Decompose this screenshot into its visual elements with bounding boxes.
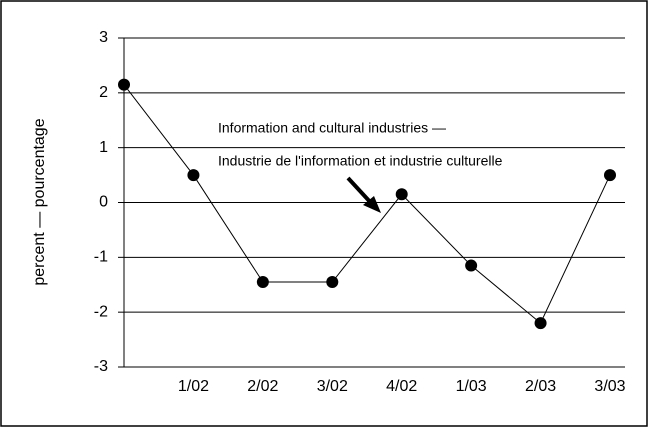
y-tick-label: -3 [94, 358, 108, 375]
annotation: Industrie de l'information et industrie … [218, 153, 503, 169]
x-tick-label: 3/03 [594, 378, 625, 395]
marker [187, 169, 200, 182]
marker [395, 188, 408, 201]
y-tick-label: 3 [99, 29, 108, 46]
y-tick-label: 2 [99, 84, 108, 101]
marker [534, 317, 547, 330]
marker [465, 259, 478, 272]
y-tick-label: 0 [99, 194, 108, 211]
line [123, 84, 611, 324]
marker [326, 276, 339, 289]
marker [256, 276, 269, 289]
x-tick-label: 4/02 [386, 378, 417, 395]
x-tick-label: 1/02 [178, 378, 209, 395]
arrow [346, 176, 374, 206]
x-tick-label: 1/03 [456, 378, 487, 395]
arrow-head [363, 196, 381, 213]
x-tick-label: 2/02 [247, 378, 278, 395]
marker [118, 78, 130, 91]
annotation: Information and cultural industries — [218, 120, 446, 136]
y-tick-label: -1 [94, 249, 108, 266]
x-tick-label: 2/03 [525, 378, 556, 395]
x-tick-label: 3/02 [317, 378, 348, 395]
y-tick-label: 1 [99, 139, 108, 156]
marker [604, 169, 616, 182]
y-tick-label: -2 [94, 303, 108, 320]
y-axis-label: percent — pourcentage [31, 118, 48, 285]
